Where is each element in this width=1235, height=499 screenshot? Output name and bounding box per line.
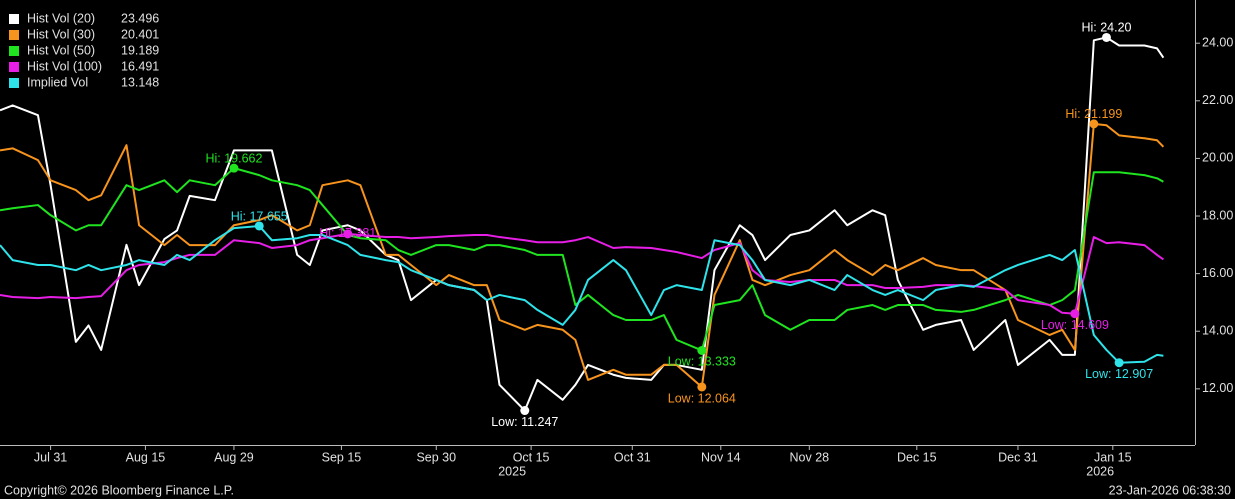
annotation-label: Hi: 19.662 [205, 151, 262, 165]
y-tick-label: 22.00 [1202, 93, 1233, 107]
legend-swatch [9, 30, 19, 40]
annotation-dot [1089, 119, 1099, 129]
series-line [0, 232, 1164, 315]
annotation-label: Hi: 17.655 [231, 209, 288, 223]
series-line [0, 36, 1165, 412]
x-tick-label: Sep 30 [416, 450, 456, 464]
x-tick-label: Dec 31 [998, 450, 1038, 464]
legend-name: Hist Vol (100) [27, 59, 102, 73]
legend-value: 19.189 [121, 43, 159, 57]
series-line [0, 167, 1164, 352]
legend-value: 20.401 [121, 27, 159, 41]
x-tick-label: Aug 15 [126, 450, 166, 464]
legend-name: Implied Vol [27, 75, 88, 89]
x-tick-label: Jan 15 [1094, 450, 1132, 464]
y-tick-label: 14.00 [1202, 324, 1233, 338]
legend-swatch [9, 14, 19, 24]
annotation-dot [697, 345, 707, 355]
legend-swatch [9, 78, 19, 88]
annotation-dot [697, 382, 707, 392]
year-label: 2026 [1086, 464, 1114, 478]
y-tick-label: 16.00 [1202, 266, 1233, 280]
annotation-dot [343, 229, 353, 239]
x-tick-label: Jul 31 [34, 450, 67, 464]
annotation-dot [229, 163, 239, 173]
legend-name: Hist Vol (20) [27, 11, 95, 25]
x-tick-label: Nov 14 [701, 450, 741, 464]
annotation-label: Low: 12.064 [668, 391, 736, 405]
annotation-dot [1070, 309, 1080, 319]
annotation-label: Low: 12.907 [1085, 367, 1153, 381]
annotation-dot [1114, 358, 1124, 368]
annotation-label: Hi: 17.381 [319, 226, 376, 240]
x-tick-label: Aug 29 [214, 450, 254, 464]
y-tick-label: 24.00 [1202, 36, 1233, 50]
annotation-label: Low: 13.333 [668, 355, 736, 369]
copyright: Copyright© 2026 Bloomberg Finance L.P. [4, 483, 234, 497]
x-tick-label: Oct 31 [614, 450, 651, 464]
legend-value: 23.496 [121, 11, 159, 25]
annotation-label: Low: 11.247 [491, 415, 558, 429]
series-line [0, 122, 1165, 388]
annotation-label: Low: 14.609 [1041, 318, 1109, 332]
legend-name: Hist Vol (30) [27, 27, 95, 41]
series-line [0, 224, 1164, 364]
annotation-label: Hi: 24.20 [1081, 21, 1131, 35]
annotation-dot [254, 221, 264, 231]
timestamp: 23-Jan-2026 06:38:30 [1109, 483, 1231, 497]
y-tick-label: 12.00 [1202, 381, 1233, 395]
year-label: 2025 [498, 464, 526, 478]
y-tick-label: 18.00 [1202, 208, 1233, 222]
annotation-label: Hi: 21.199 [1065, 107, 1122, 121]
legend-value: 13.148 [121, 75, 159, 89]
annotation-dot [1101, 32, 1111, 42]
y-tick-label: 20.00 [1202, 151, 1233, 165]
x-tick-label: Sep 15 [322, 450, 362, 464]
legend-swatch [9, 46, 19, 56]
legend-swatch [9, 62, 19, 72]
x-tick-label: Oct 15 [513, 450, 550, 464]
x-tick-label: Nov 28 [790, 450, 830, 464]
legend-name: Hist Vol (50) [27, 43, 95, 57]
x-tick-label: Dec 15 [897, 450, 937, 464]
annotation-dot [520, 406, 530, 416]
legend-value: 16.491 [121, 59, 159, 73]
